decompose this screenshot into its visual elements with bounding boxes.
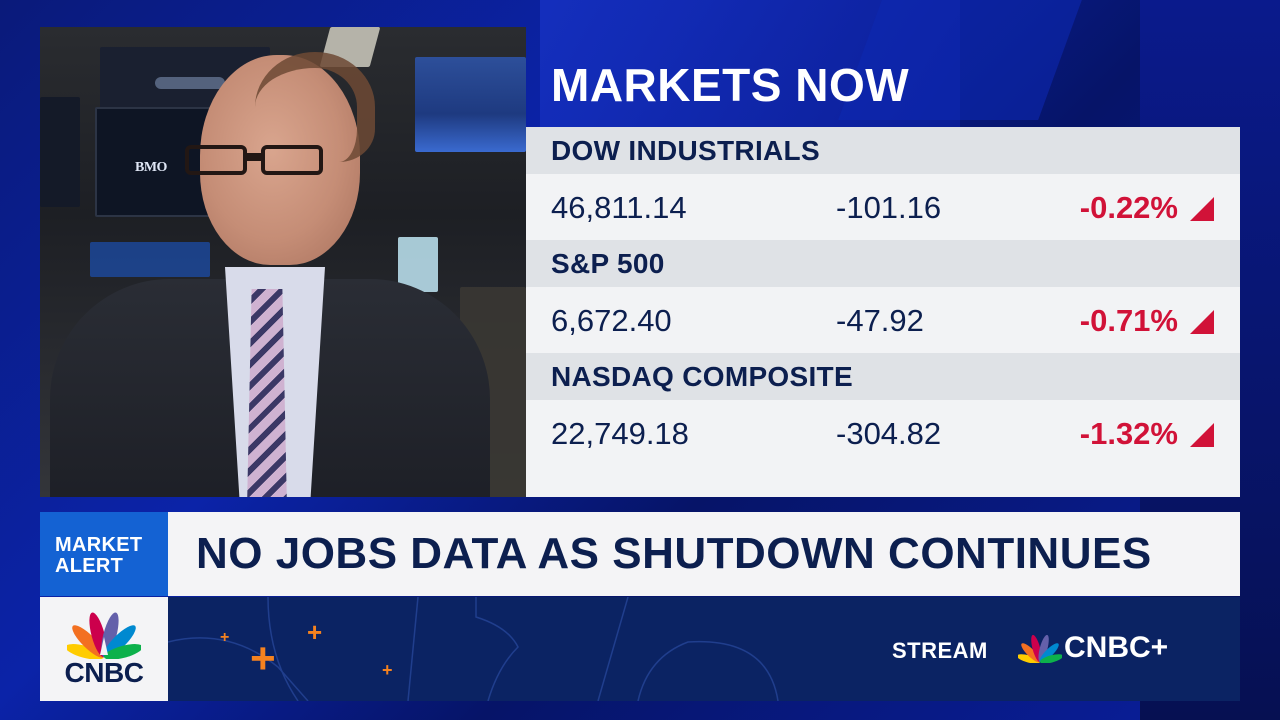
index-price: 46,811.14 [551, 190, 687, 225]
index-percent: -0.71% [1079, 303, 1178, 338]
index-percent: -1.32% [1079, 416, 1178, 451]
index-name: NASDAQ COMPOSITE [526, 353, 1240, 400]
index-price: 6,672.40 [551, 303, 672, 338]
peacock-icon [1018, 635, 1062, 663]
live-video-feed: BMO [40, 27, 526, 497]
alert-line-2: ALERT [55, 555, 124, 577]
plus-icon: + [250, 634, 276, 683]
decorative-lines [168, 597, 779, 701]
down-triangle-icon [1190, 197, 1214, 221]
plus-icon: + [382, 660, 393, 680]
background-monitor [415, 57, 526, 152]
down-triangle-icon [1190, 310, 1214, 334]
headline-bar: NO JOBS DATA AS SHUTDOWN CONTINUES [168, 512, 1240, 596]
markets-panel: DOW INDUSTRIALS 46,811.14 -101.16 -0.22%… [526, 127, 1240, 497]
index-values-row: 6,672.40 -47.92 -0.71% [526, 287, 1240, 353]
index-price: 22,749.18 [551, 416, 689, 451]
stream-label: STREAM [892, 638, 988, 663]
index-change: -304.82 [836, 416, 942, 451]
cnbc-logo: CNBC [40, 597, 168, 701]
index-name: S&P 500 [526, 240, 1240, 287]
background-monitor [40, 97, 80, 207]
down-triangle-icon [1190, 423, 1214, 447]
index-change: -47.92 [836, 303, 924, 338]
index-percent: -0.22% [1079, 190, 1178, 225]
guest-tie [247, 289, 287, 497]
peacock-icon [67, 612, 141, 659]
cnbc-wordmark: CNBC [64, 657, 144, 688]
index-name: DOW INDUSTRIALS [526, 127, 1240, 174]
cnbc-plus-brand: CNBC+ [1064, 631, 1169, 664]
alert-line-1: MARKET [55, 534, 143, 556]
index-values-row: 22,749.18 -304.82 -1.32% [526, 400, 1240, 466]
headline-text: NO JOBS DATA AS SHUTDOWN CONTINUES [196, 529, 1152, 578]
bmo-sign: BMO [135, 160, 167, 175]
index-values-row: 46,811.14 -101.16 -0.22% [526, 174, 1240, 240]
guest-glasses [185, 145, 335, 175]
ticker-area: + + + + STREAM CNBC+ [168, 597, 1240, 701]
markets-now-title: MARKETS NOW [551, 59, 910, 111]
market-alert-badge: MARKET ALERT [40, 512, 168, 596]
plus-icon: + [307, 617, 323, 647]
background-monitor [90, 242, 210, 277]
plus-icon: + [220, 629, 230, 646]
index-change: -101.16 [836, 190, 942, 225]
background-monitor [398, 237, 438, 292]
